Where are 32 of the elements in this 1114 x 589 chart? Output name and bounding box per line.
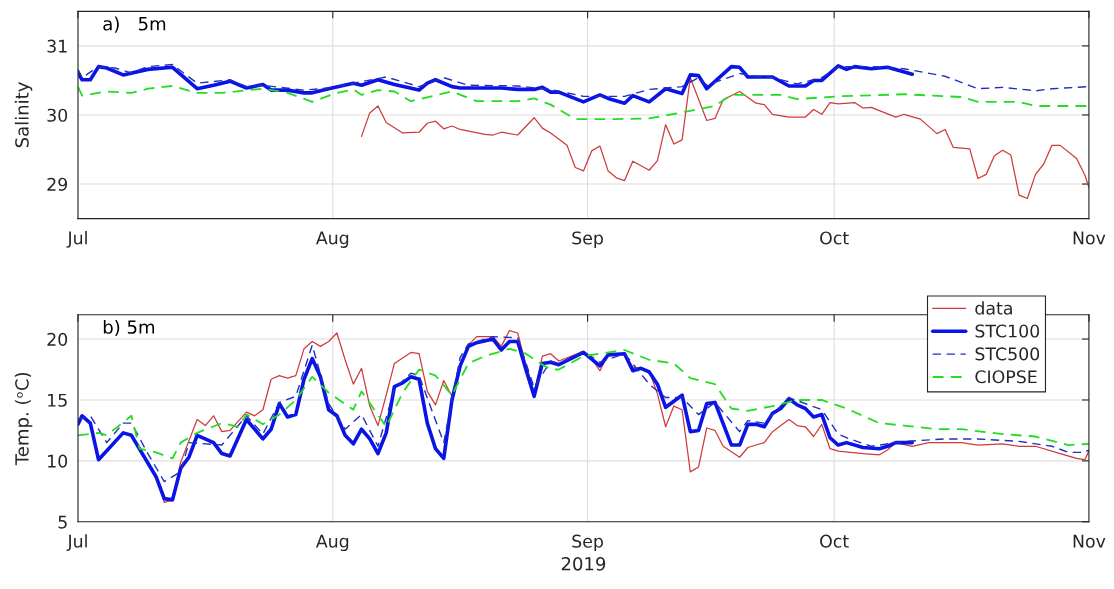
legend-label: STC500 [975,347,1040,361]
legend-label: STC100 [975,324,1040,338]
x-tick-label: Aug [315,231,349,248]
line-series [77,85,1089,121]
line-series [360,77,1089,200]
chart-title: b) 5m [103,319,155,336]
line-series [77,64,915,106]
x-tick-label: Jul [66,231,87,248]
y-axis-title: Temp. (ᵒC) [14,372,33,466]
y-tick-label: 31 [47,39,67,53]
x-tick-label: Sep [572,534,603,552]
line-series [77,347,1089,460]
x-tick-label: Nov [1073,231,1106,245]
y-tick-label: 20 [47,332,68,346]
x-tick-label: Sep [572,231,603,248]
y-axis-title: Salinity [14,82,33,148]
x-axis-title: 2019 [561,556,606,571]
y-tick-label: 30 [47,108,68,122]
y-tick-label: 10 [48,454,68,468]
chart-title: a) 5m [103,16,166,33]
legend-label: CIOPSE [975,370,1037,384]
legend-label: data [975,301,1012,315]
line-series [77,337,915,502]
x-tick-label: Nov [1073,534,1106,548]
x-tick-label: Jul [66,534,87,551]
x-tick-label: Oct [820,231,849,245]
x-tick-label: Aug [315,534,349,552]
y-tick-label: 5 [58,515,67,529]
y-tick-label: 29 [47,177,68,191]
x-tick-label: Oct [820,534,849,548]
line-series [77,63,1089,98]
y-tick-label: 15 [48,393,67,407]
